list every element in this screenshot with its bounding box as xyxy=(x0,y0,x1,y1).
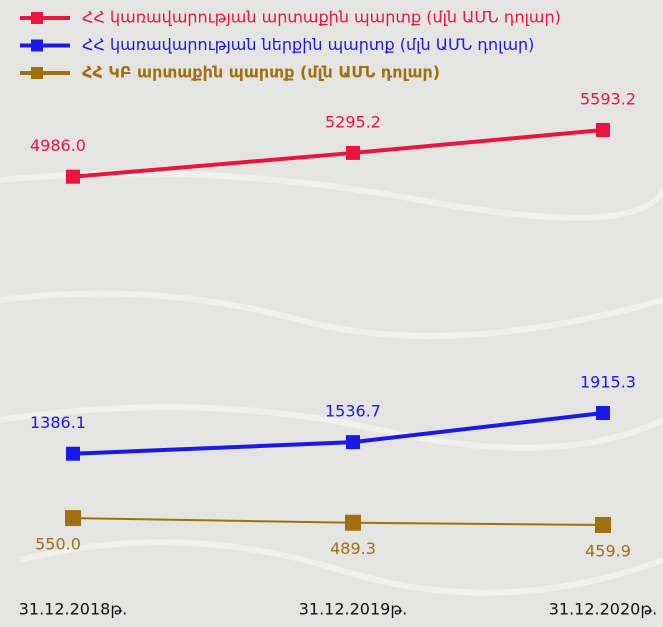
point xyxy=(66,169,80,184)
legend-marker xyxy=(31,39,43,52)
data-label: 4986.0 xyxy=(30,136,86,155)
legend-label: ՀՀ ԿԲ արտաքին պարտք (մլն ԱՄՆ դոլար) xyxy=(82,63,440,82)
point xyxy=(345,514,361,531)
legend-marker xyxy=(31,67,43,79)
data-label: 5295.2 xyxy=(325,112,381,131)
x-tick-label: 31.12.2018թ. xyxy=(19,600,128,619)
point xyxy=(595,517,611,533)
point xyxy=(346,145,360,160)
legend-label: ՀՀ կառավարության ներքին պարտք (մլն ԱՄՆ դ… xyxy=(82,35,534,54)
x-tick-label: 31.12.2020թ. xyxy=(549,600,658,619)
point xyxy=(65,510,81,527)
data-label: 5593.2 xyxy=(580,90,636,109)
data-label: 489.3 xyxy=(330,539,376,558)
data-label: 1915.3 xyxy=(580,373,636,392)
data-label: 459.9 xyxy=(585,542,631,561)
data-label: 1386.1 xyxy=(30,413,86,432)
data-label: 1536.7 xyxy=(325,402,381,421)
point xyxy=(66,446,80,461)
data-label: 550.0 xyxy=(35,535,81,554)
point xyxy=(596,406,610,421)
x-tick-label: 31.12.2019թ. xyxy=(299,600,408,619)
legend-marker xyxy=(31,12,43,24)
point xyxy=(596,123,610,137)
point xyxy=(346,435,360,450)
legend-label: ՀՀ կառավարության արտաքին պարտք (մլն ԱՄՆ … xyxy=(82,8,561,27)
